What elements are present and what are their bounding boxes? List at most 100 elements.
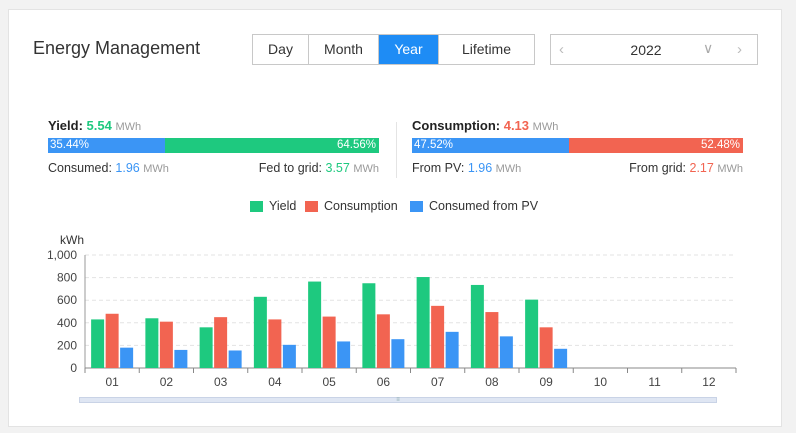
x-tick-label: 07 <box>431 375 445 389</box>
bar-consumed-from-pv <box>337 341 351 368</box>
yield-bar: 35.44% 64.56% <box>48 138 379 153</box>
bar-yield <box>199 327 213 368</box>
bar-consumption <box>214 317 228 368</box>
yield-fed-line: Fed to grid: 3.57 MWh <box>259 161 379 175</box>
x-tick-label: 06 <box>377 375 391 389</box>
consumption-grid-line: From grid: 2.17 MWh <box>629 161 743 175</box>
legend-item-consumption[interactable]: Consumption <box>305 199 398 213</box>
yield-unit: MWh <box>115 121 142 133</box>
tab-lifetime[interactable]: Lifetime <box>461 41 512 57</box>
y-axis-label: kWh <box>60 233 84 247</box>
bar-consumption <box>105 313 119 368</box>
tab-year[interactable]: Year <box>379 35 439 64</box>
yield-value: 5.54 <box>86 118 112 133</box>
yield-consumed-unit: MWh <box>143 163 169 175</box>
legend-swatch-consumed-from-pv <box>410 200 423 212</box>
x-tick-label: 09 <box>539 375 553 389</box>
consumption-pv-segment: 47.52% <box>412 138 570 153</box>
bar-consumed-from-pv <box>282 344 296 368</box>
bar-consumed-from-pv <box>499 336 513 368</box>
bar-yield <box>525 299 539 368</box>
bar-yield <box>253 296 267 368</box>
chevron-left-icon[interactable]: ‹ <box>559 41 564 58</box>
yield-fed-pct: 64.56% <box>336 139 376 151</box>
bar-consumption <box>539 327 553 368</box>
x-tick-label: 05 <box>322 375 336 389</box>
consumption-grid-value: 2.17 <box>689 161 714 175</box>
scrollbar-grip-icon[interactable]: ≡ <box>396 397 400 403</box>
legend-item-consumed-from-pv[interactable]: Consumed from PV <box>410 199 538 213</box>
bar-consumed-from-pv <box>554 348 568 368</box>
y-tick-label: 800 <box>57 271 77 285</box>
consumption-pv-value: 1.96 <box>467 161 493 175</box>
y-tick-label: 200 <box>57 338 77 352</box>
bar-consumption <box>376 314 390 368</box>
legend-swatch-consumption <box>305 200 318 212</box>
yield-consumed-label: Consumed: <box>48 161 112 175</box>
x-tick-label: 12 <box>702 375 716 389</box>
x-tick-label: 02 <box>160 375 174 389</box>
y-tick-label: 1,000 <box>47 248 77 262</box>
bar-yield <box>308 281 322 368</box>
bar-consumed-from-pv <box>120 347 134 368</box>
tab-day[interactable]: Day <box>253 35 309 64</box>
x-tick-label: 03 <box>214 375 228 389</box>
consumption-value: 4.13 <box>503 118 530 133</box>
summary-divider <box>396 122 397 178</box>
consumption-summary: Consumption: 4.13 MWh <box>412 118 558 133</box>
yield-summary: Yield: 5.54 MWh <box>48 118 141 133</box>
legend-swatch-yield <box>250 200 263 212</box>
y-tick-label: 600 <box>57 293 77 307</box>
bar-consumption <box>431 305 445 368</box>
bar-consumption <box>268 319 282 368</box>
year-selector[interactable]: ‹ 2022 ∨ › <box>550 34 758 65</box>
chart-zoom-scrollbar[interactable]: ≡ <box>79 397 717 403</box>
consumption-unit: MWh <box>532 121 559 133</box>
y-tick-label: 0 <box>70 361 77 375</box>
consumption-pv-label: From PV: <box>412 161 465 175</box>
x-tick-label: 10 <box>594 375 608 389</box>
bar-consumed-from-pv <box>228 350 242 368</box>
chevron-right-icon[interactable]: › <box>737 41 742 58</box>
tab-month[interactable]: Month <box>309 35 379 64</box>
y-tick-label: 400 <box>57 316 77 330</box>
consumption-label: Consumption: <box>412 118 501 133</box>
yield-consumed-segment: 35.44% <box>48 138 166 153</box>
consumption-grid-unit: MWh <box>717 163 743 175</box>
consumption-bar: 47.52% 52.48% <box>412 138 743 153</box>
bar-consumed-from-pv <box>391 339 405 368</box>
bar-consumption <box>322 316 336 368</box>
period-tabs: Day Month Year Lifetime <box>252 34 535 65</box>
legend-item-yield[interactable]: Yield <box>250 199 296 213</box>
yield-label: Yield: <box>48 118 83 133</box>
bar-yield <box>362 283 376 368</box>
yield-consumed-value: 1.96 <box>115 161 140 175</box>
bar-consumption <box>485 312 499 368</box>
bar-consumption <box>159 321 173 368</box>
bar-yield <box>470 284 484 368</box>
yield-fed-unit: MWh <box>353 163 379 175</box>
chevron-down-icon[interactable]: ∨ <box>703 40 714 56</box>
x-tick-label: 08 <box>485 375 499 389</box>
bar-consumed-from-pv <box>445 331 459 368</box>
legend-label-consumption: Consumption <box>324 199 398 213</box>
consumption-grid-label: From grid: <box>629 161 687 175</box>
consumption-grid-pct: 52.48% <box>700 139 740 151</box>
year-value: 2022 <box>630 42 662 58</box>
bar-consumed-from-pv <box>174 349 188 368</box>
yield-consumed-pct: 35.44% <box>50 139 90 151</box>
yield-consumed-line: Consumed: 1.96 MWh <box>48 161 169 175</box>
bar-yield <box>416 277 430 368</box>
consumption-pv-line: From PV: 1.96 MWh <box>412 161 521 175</box>
yield-fed-segment: 64.56% <box>165 138 379 153</box>
yield-fed-label: Fed to grid: <box>258 161 323 175</box>
yield-fed-value: 3.57 <box>325 161 350 175</box>
x-tick-label: 01 <box>105 375 119 389</box>
consumption-pv-pct: 47.52% <box>414 139 454 151</box>
bar-yield <box>91 319 105 368</box>
consumption-pv-unit: MWh <box>495 163 522 175</box>
consumption-grid-segment: 52.48% <box>569 138 743 153</box>
x-tick-label: 11 <box>648 375 661 389</box>
x-tick-label: 04 <box>268 375 282 389</box>
